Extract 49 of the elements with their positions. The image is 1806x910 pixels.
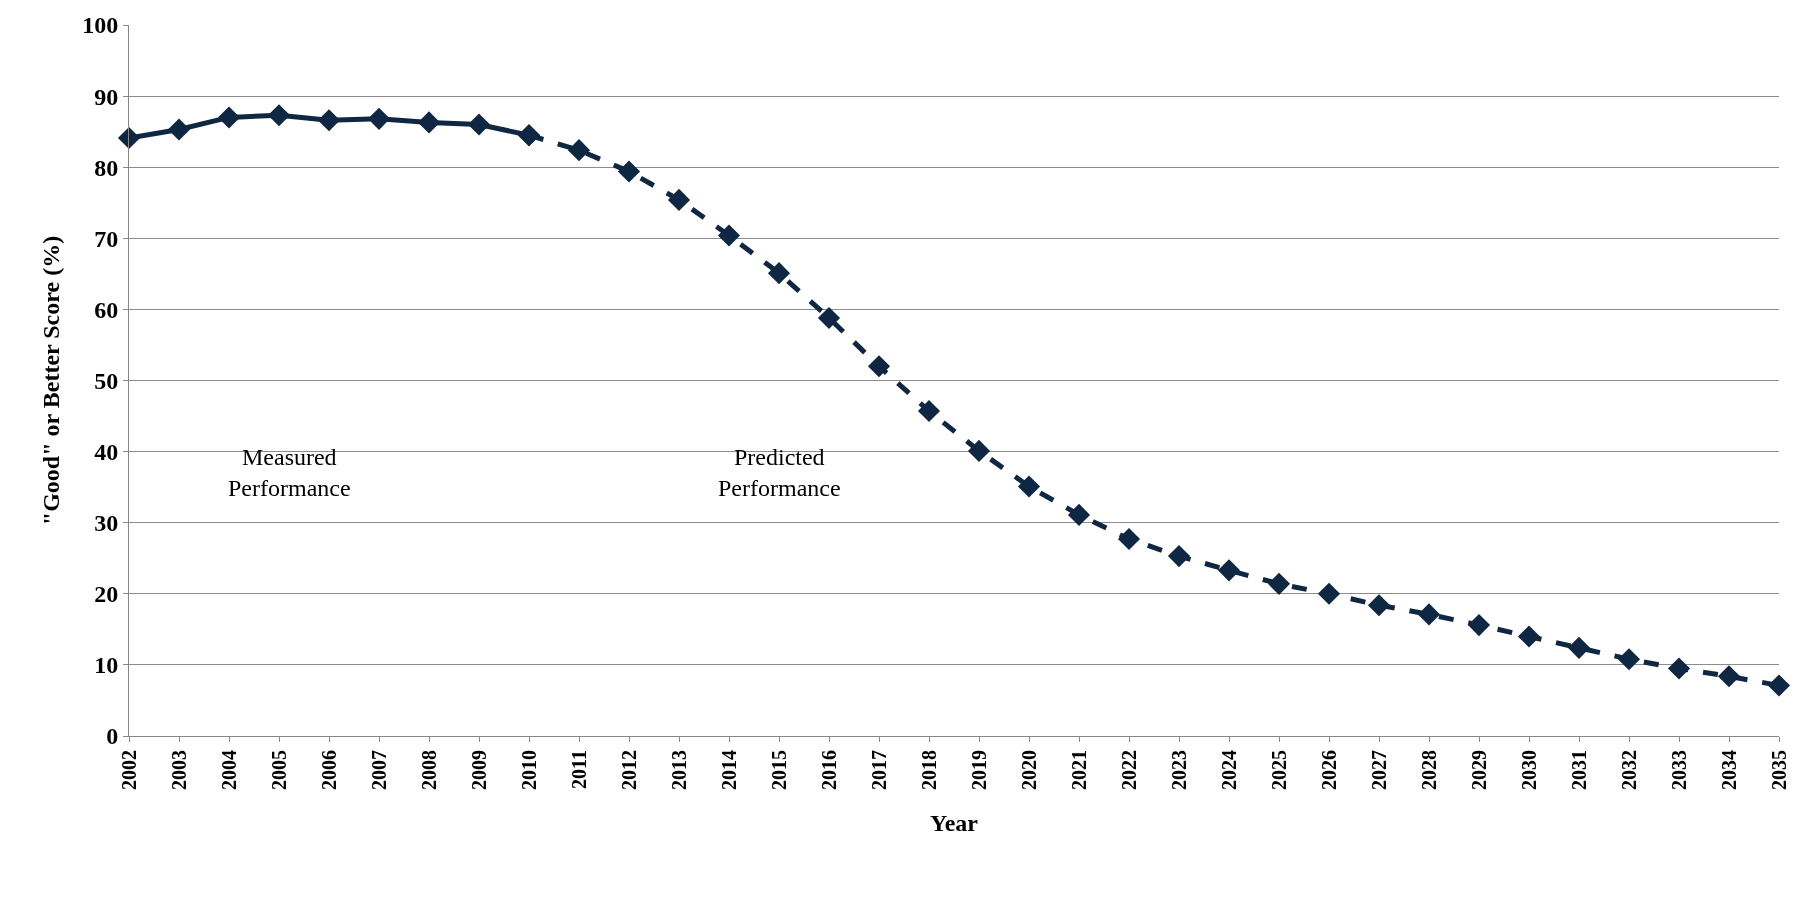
x-tick-label: 2029 bbox=[1467, 750, 1490, 790]
x-tick-label: 2014 bbox=[717, 750, 740, 790]
x-tick-label: 2006 bbox=[317, 750, 340, 790]
y-tick-label: 70 bbox=[94, 225, 119, 252]
x-tick-label: 2015 bbox=[767, 750, 790, 790]
y-tick-label: 10 bbox=[94, 652, 119, 679]
x-tick-label: 2034 bbox=[1717, 750, 1740, 790]
x-tick-label: 2020 bbox=[1017, 750, 1040, 790]
x-tick-label: 2030 bbox=[1517, 750, 1540, 790]
y-tick-label: 100 bbox=[82, 12, 119, 39]
x-tick-label: 2012 bbox=[617, 750, 640, 790]
y-tick-label: 0 bbox=[106, 723, 119, 750]
x-tick-label: 2021 bbox=[1067, 750, 1090, 790]
x-tick-label: 2009 bbox=[467, 750, 490, 790]
y-tick-label: 50 bbox=[94, 367, 119, 394]
x-tick-label: 2022 bbox=[1117, 750, 1140, 790]
annotation: Predicted Performance bbox=[718, 444, 841, 502]
x-tick-label: 2016 bbox=[817, 750, 840, 790]
x-tick-label: 2004 bbox=[217, 750, 240, 790]
y-axis-title: "Good" or Better Score (%) bbox=[38, 235, 65, 526]
x-tick-label: 2007 bbox=[367, 750, 390, 790]
y-tick-label: 60 bbox=[94, 296, 119, 323]
x-tick-label: 2005 bbox=[267, 750, 290, 790]
x-tick-label: 2025 bbox=[1267, 750, 1290, 790]
x-tick-label: 2032 bbox=[1617, 750, 1640, 790]
x-tick-label: 2024 bbox=[1217, 750, 1240, 790]
x-tick-label: 2033 bbox=[1667, 750, 1690, 790]
y-tick-label: 30 bbox=[94, 510, 119, 537]
y-tick-label: 40 bbox=[94, 439, 119, 465]
x-tick-label: 2008 bbox=[417, 750, 440, 790]
x-tick-label: 2003 bbox=[167, 750, 190, 790]
x-tick-label: 2011 bbox=[567, 750, 590, 789]
x-tick-label: 2018 bbox=[917, 750, 940, 790]
y-tick-label: 90 bbox=[94, 83, 119, 110]
x-tick-label: 2028 bbox=[1417, 750, 1440, 790]
x-tick-label: 2026 bbox=[1317, 750, 1340, 790]
x-tick-label: 2027 bbox=[1367, 750, 1390, 790]
annotation: Measured Performance bbox=[228, 444, 351, 502]
x-tick-label: 2031 bbox=[1567, 750, 1590, 790]
x-tick-label: 2002 bbox=[117, 750, 140, 790]
x-tick-label: 2013 bbox=[667, 750, 690, 790]
y-tick-label: 20 bbox=[94, 581, 119, 608]
x-tick-label: 2035 bbox=[1767, 750, 1790, 790]
y-tick-label: 80 bbox=[94, 154, 119, 181]
x-tick-label: 2017 bbox=[867, 750, 890, 790]
x-tick-label: 2010 bbox=[517, 750, 540, 790]
x-axis-title: Year bbox=[930, 810, 979, 837]
x-tick-label: 2019 bbox=[967, 750, 990, 790]
x-tick-label: 2023 bbox=[1167, 750, 1190, 790]
